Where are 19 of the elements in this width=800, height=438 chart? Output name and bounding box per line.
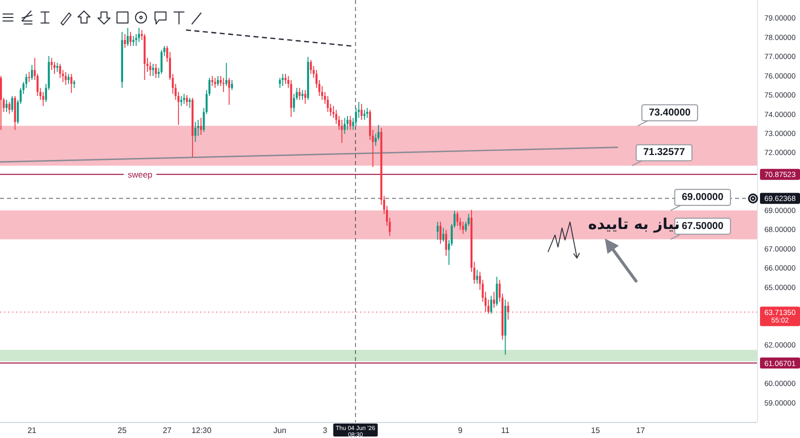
annotation: 73.40000 bbox=[648, 107, 692, 118]
callout: 69.00000 bbox=[670, 188, 731, 211]
x-tick-label: Jun bbox=[273, 426, 286, 435]
annotation: 69.00000 bbox=[682, 192, 724, 203]
annotation: 71.32577 bbox=[643, 147, 686, 158]
x-tick-label: 12:30 bbox=[191, 426, 212, 435]
x-tick-label: 9 bbox=[458, 426, 462, 435]
ref-line-label: sweep bbox=[128, 169, 153, 180]
x-tick-label: 25 bbox=[118, 426, 127, 435]
callout: 73.40000 bbox=[637, 104, 698, 126]
callout: 71.32577 bbox=[632, 144, 692, 166]
annotation: 67.50000 bbox=[682, 220, 724, 232]
x-tick-label: 27 bbox=[162, 426, 172, 435]
x-tick-label: 11 bbox=[501, 426, 510, 435]
x-tick-label: 17 bbox=[636, 426, 645, 435]
x-tick-label: 21 bbox=[27, 426, 36, 435]
note: نیاز به تاییده bbox=[588, 215, 680, 233]
x-tick-label: 15 bbox=[591, 426, 600, 435]
x-tick-label: 3 bbox=[322, 426, 328, 435]
